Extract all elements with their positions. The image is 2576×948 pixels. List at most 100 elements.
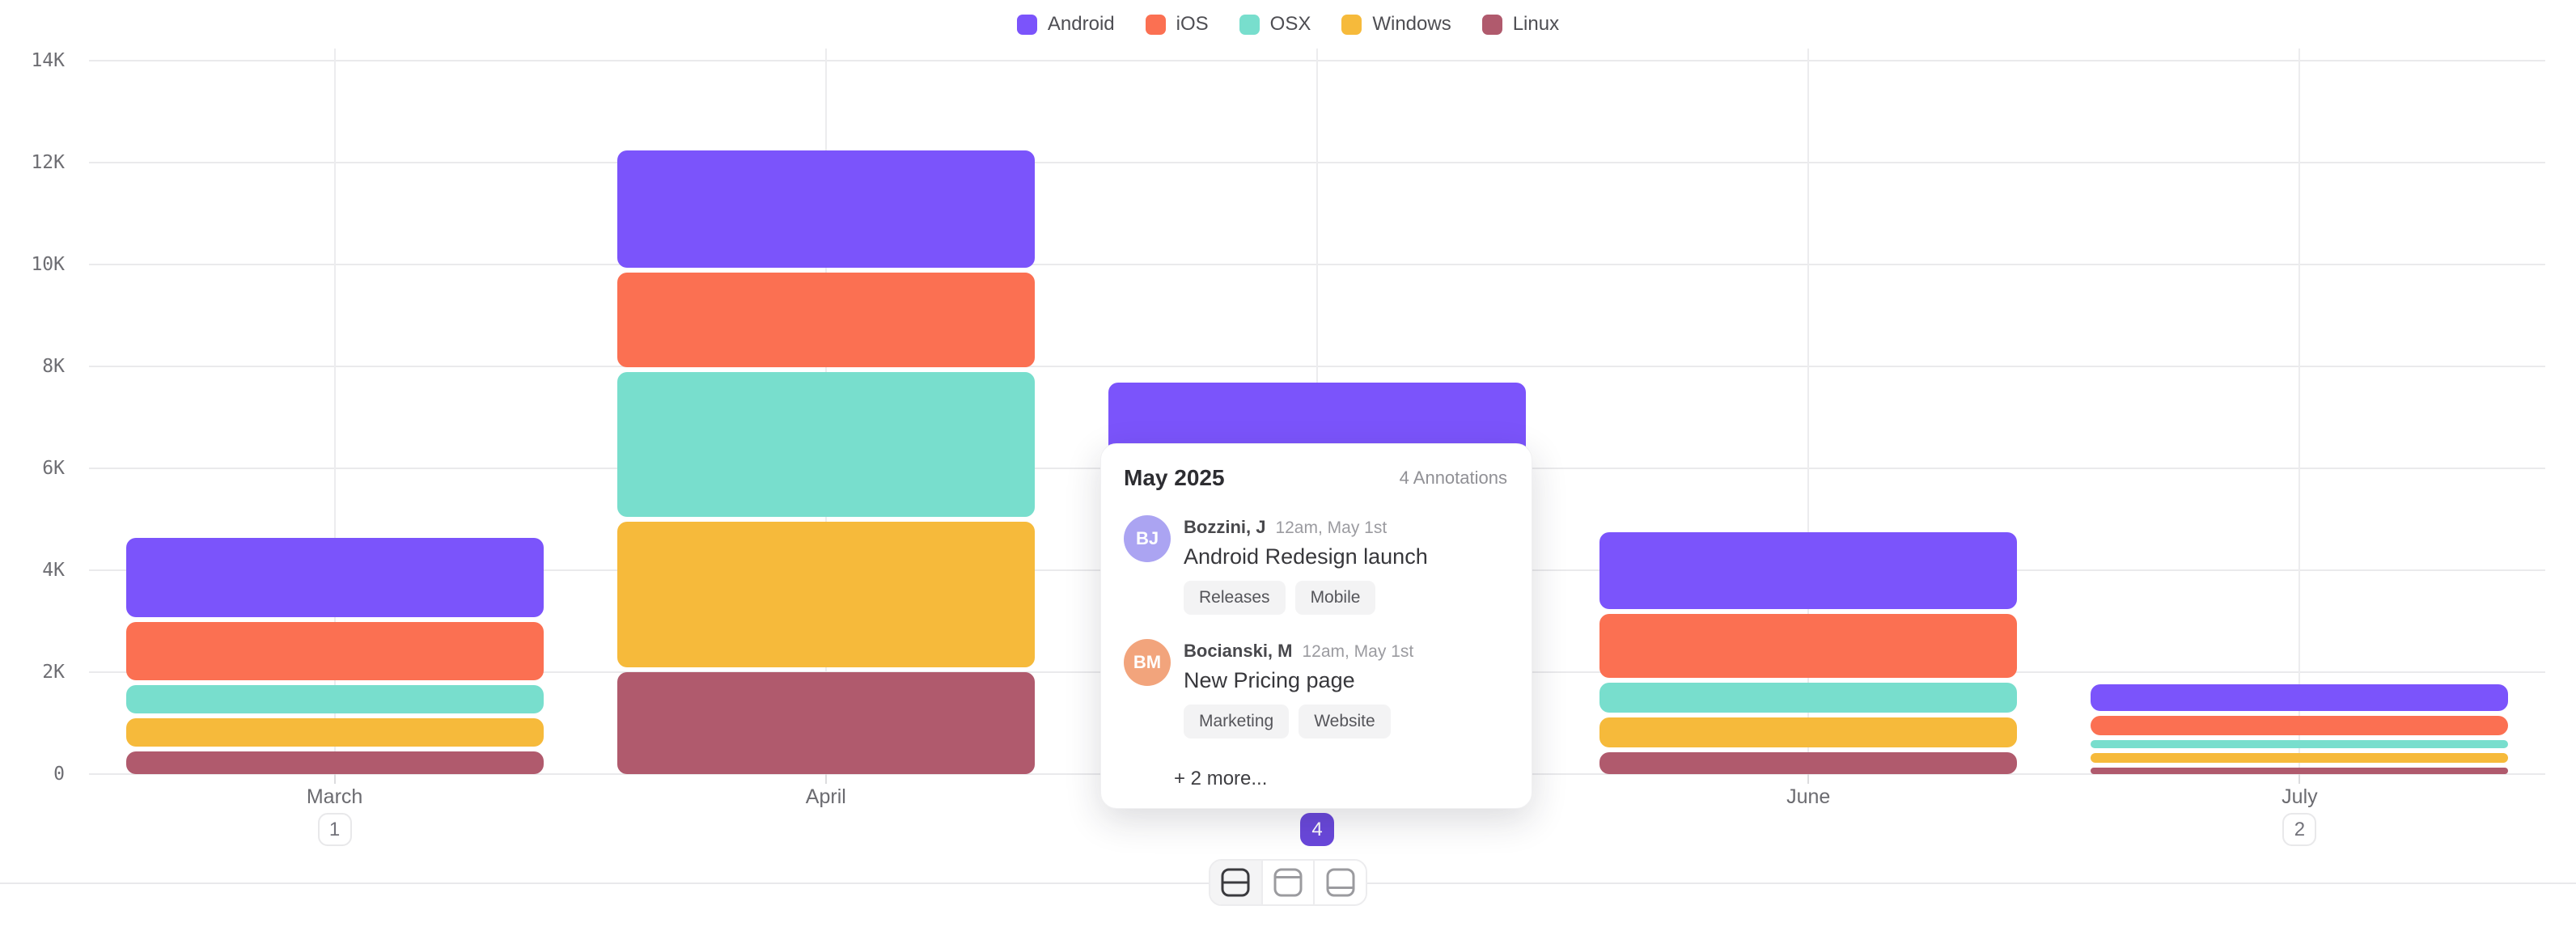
annotation-meta: Bozzini, J 12am, May 1st bbox=[1184, 517, 1428, 538]
avatar: BM bbox=[1124, 639, 1171, 686]
bar-segment-android-march[interactable] bbox=[125, 538, 544, 617]
bar-stack-july bbox=[2091, 684, 2509, 774]
bar-segment-osx-july[interactable] bbox=[2091, 739, 2509, 749]
bar-segment-osx-march[interactable] bbox=[125, 685, 544, 714]
month-column-march: March 1 bbox=[89, 49, 580, 846]
bar-stack-march bbox=[125, 538, 544, 774]
bar-segment-linux-march[interactable] bbox=[125, 751, 544, 774]
annotation-body: Bocianski, M 12am, May 1st New Pricing pag… bbox=[1184, 639, 1413, 739]
ytick-label: 6K bbox=[42, 458, 65, 479]
bar-segment-ios-july[interactable] bbox=[2091, 715, 2509, 735]
ytick-label: 8K bbox=[42, 356, 65, 377]
bar-segment-ios-june[interactable] bbox=[1599, 613, 2018, 678]
legend-label: Windows bbox=[1372, 13, 1451, 35]
bar-segment-windows-april[interactable] bbox=[616, 522, 1035, 667]
ytick-label: 12K bbox=[31, 152, 65, 173]
ytick-label: 14K bbox=[31, 50, 65, 71]
month-gridline bbox=[1807, 49, 1810, 774]
bar-segment-osx-june[interactable] bbox=[1599, 682, 2018, 713]
annotation-timestamp: 12am, May 1st bbox=[1275, 518, 1388, 537]
month-gridline bbox=[333, 49, 336, 774]
month-axis-tick bbox=[333, 774, 336, 784]
annotation-title: New Pricing page bbox=[1184, 668, 1355, 692]
legend-label: iOS bbox=[1176, 13, 1209, 35]
ytick-label: 0 bbox=[53, 764, 65, 785]
bar-segment-windows-july[interactable] bbox=[2091, 753, 2509, 763]
annotation-tag-website: Website bbox=[1299, 705, 1391, 739]
avatar: BJ bbox=[1124, 515, 1171, 562]
annotation-author: Bozzini, J bbox=[1184, 517, 1266, 537]
bar-segment-android-july[interactable] bbox=[2091, 684, 2509, 711]
bar-segment-osx-april[interactable] bbox=[616, 371, 1035, 518]
legend-swatch-windows bbox=[1341, 14, 1362, 35]
bar-segment-android-june[interactable] bbox=[1599, 532, 2018, 609]
annotation-author: Bocianski, M bbox=[1184, 641, 1293, 661]
bar-segment-ios-april[interactable] bbox=[616, 273, 1035, 367]
legend-item-android[interactable]: Android bbox=[1016, 13, 1115, 36]
annotation-count-badge-march[interactable]: 1 bbox=[317, 813, 352, 846]
annotation-timestamp: 12am, May 1st bbox=[1302, 642, 1414, 661]
annotation-tags: Releases Mobile bbox=[1184, 581, 1428, 615]
tooltip-annotation-count: 4 Annotations bbox=[1399, 468, 1507, 488]
bar-segment-linux-june[interactable] bbox=[1599, 751, 2018, 774]
bar-segment-linux-april[interactable] bbox=[616, 672, 1035, 774]
ytick-label: 2K bbox=[42, 662, 65, 683]
annotation-count-badge-may[interactable]: 4 bbox=[1300, 813, 1334, 846]
annotation-layout-toolbar bbox=[1209, 859, 1367, 906]
layout-panel-top-icon bbox=[1273, 868, 1303, 897]
annotation-meta: Bocianski, M 12am, May 1st bbox=[1184, 641, 1413, 662]
legend-swatch-osx bbox=[1239, 14, 1260, 35]
month-label-march: March bbox=[306, 785, 363, 808]
month-axis-tick bbox=[824, 774, 827, 784]
layout-split-middle-icon bbox=[1221, 868, 1250, 897]
ytick-label: 10K bbox=[31, 254, 65, 275]
tooltip-annotation-list: BJ Bozzini, J 12am, May 1st Android Redesig… bbox=[1124, 515, 1507, 739]
annotation-body: Bozzini, J 12am, May 1st Android Redesign … bbox=[1184, 515, 1428, 615]
bar-stack-april bbox=[616, 150, 1035, 774]
legend-swatch-ios bbox=[1145, 14, 1166, 35]
month-gridline bbox=[2298, 49, 2301, 774]
month-axis-tick bbox=[2298, 774, 2301, 784]
annotation-tags: Marketing Website bbox=[1184, 705, 1413, 739]
legend-label: Linux bbox=[1512, 13, 1560, 35]
layout-panel-bottom-button[interactable] bbox=[1313, 861, 1366, 904]
legend-label: Android bbox=[1047, 13, 1115, 35]
annotation-item: BM Bocianski, M 12am, May 1st New Pricing p… bbox=[1124, 639, 1507, 739]
annotation-count-badge-july[interactable]: 2 bbox=[2282, 813, 2317, 846]
legend-item-ios[interactable]: iOS bbox=[1145, 13, 1209, 36]
ytick-label: 4K bbox=[42, 560, 65, 581]
bar-segment-linux-july[interactable] bbox=[2091, 767, 2509, 774]
bar-segment-windows-march[interactable] bbox=[125, 718, 544, 747]
layout-panel-bottom-icon bbox=[1326, 868, 1355, 897]
legend-swatch-android bbox=[1016, 14, 1037, 35]
month-axis-tick bbox=[1807, 774, 1810, 784]
legend-item-linux[interactable]: Linux bbox=[1481, 13, 1560, 36]
annotation-tag-marketing: Marketing bbox=[1184, 705, 1290, 739]
chart-legend: Android iOS OSX Windows Linux bbox=[0, 13, 2576, 36]
bar-stack-june bbox=[1599, 532, 2018, 774]
month-column-june: June bbox=[1563, 49, 2054, 808]
annotation-tag-releases: Releases bbox=[1184, 581, 1286, 615]
month-column-april: April bbox=[580, 49, 1071, 808]
bar-segment-android-april[interactable] bbox=[616, 150, 1035, 269]
month-column-july: July 2 bbox=[2054, 49, 2545, 846]
bar-segment-ios-march[interactable] bbox=[125, 621, 544, 681]
more-annotations-button[interactable]: + 2 more... bbox=[1174, 768, 1268, 789]
legend-label: OSX bbox=[1269, 13, 1311, 35]
month-label-april: April bbox=[805, 785, 846, 808]
bar-segment-windows-june[interactable] bbox=[1599, 717, 2018, 747]
tooltip-title: May 2025 bbox=[1124, 465, 1225, 490]
month-label-june: June bbox=[1786, 785, 1831, 808]
layout-panel-top-button[interactable] bbox=[1260, 861, 1314, 904]
annotations-tooltip: May 2025 4 Annotations BJ Bozzini, J 12am,… bbox=[1100, 443, 1532, 809]
legend-swatch-linux bbox=[1481, 14, 1502, 35]
annotation-title: Android Redesign launch bbox=[1184, 544, 1428, 569]
annotation-tag-mobile: Mobile bbox=[1294, 581, 1376, 615]
month-label-july: July bbox=[2282, 785, 2318, 808]
legend-item-windows[interactable]: Windows bbox=[1341, 13, 1451, 36]
annotation-item: BJ Bozzini, J 12am, May 1st Android Redesig… bbox=[1124, 515, 1507, 615]
legend-item-osx[interactable]: OSX bbox=[1239, 13, 1311, 36]
layout-split-middle-button[interactable] bbox=[1210, 861, 1261, 904]
tooltip-header: May 2025 4 Annotations bbox=[1124, 465, 1507, 491]
